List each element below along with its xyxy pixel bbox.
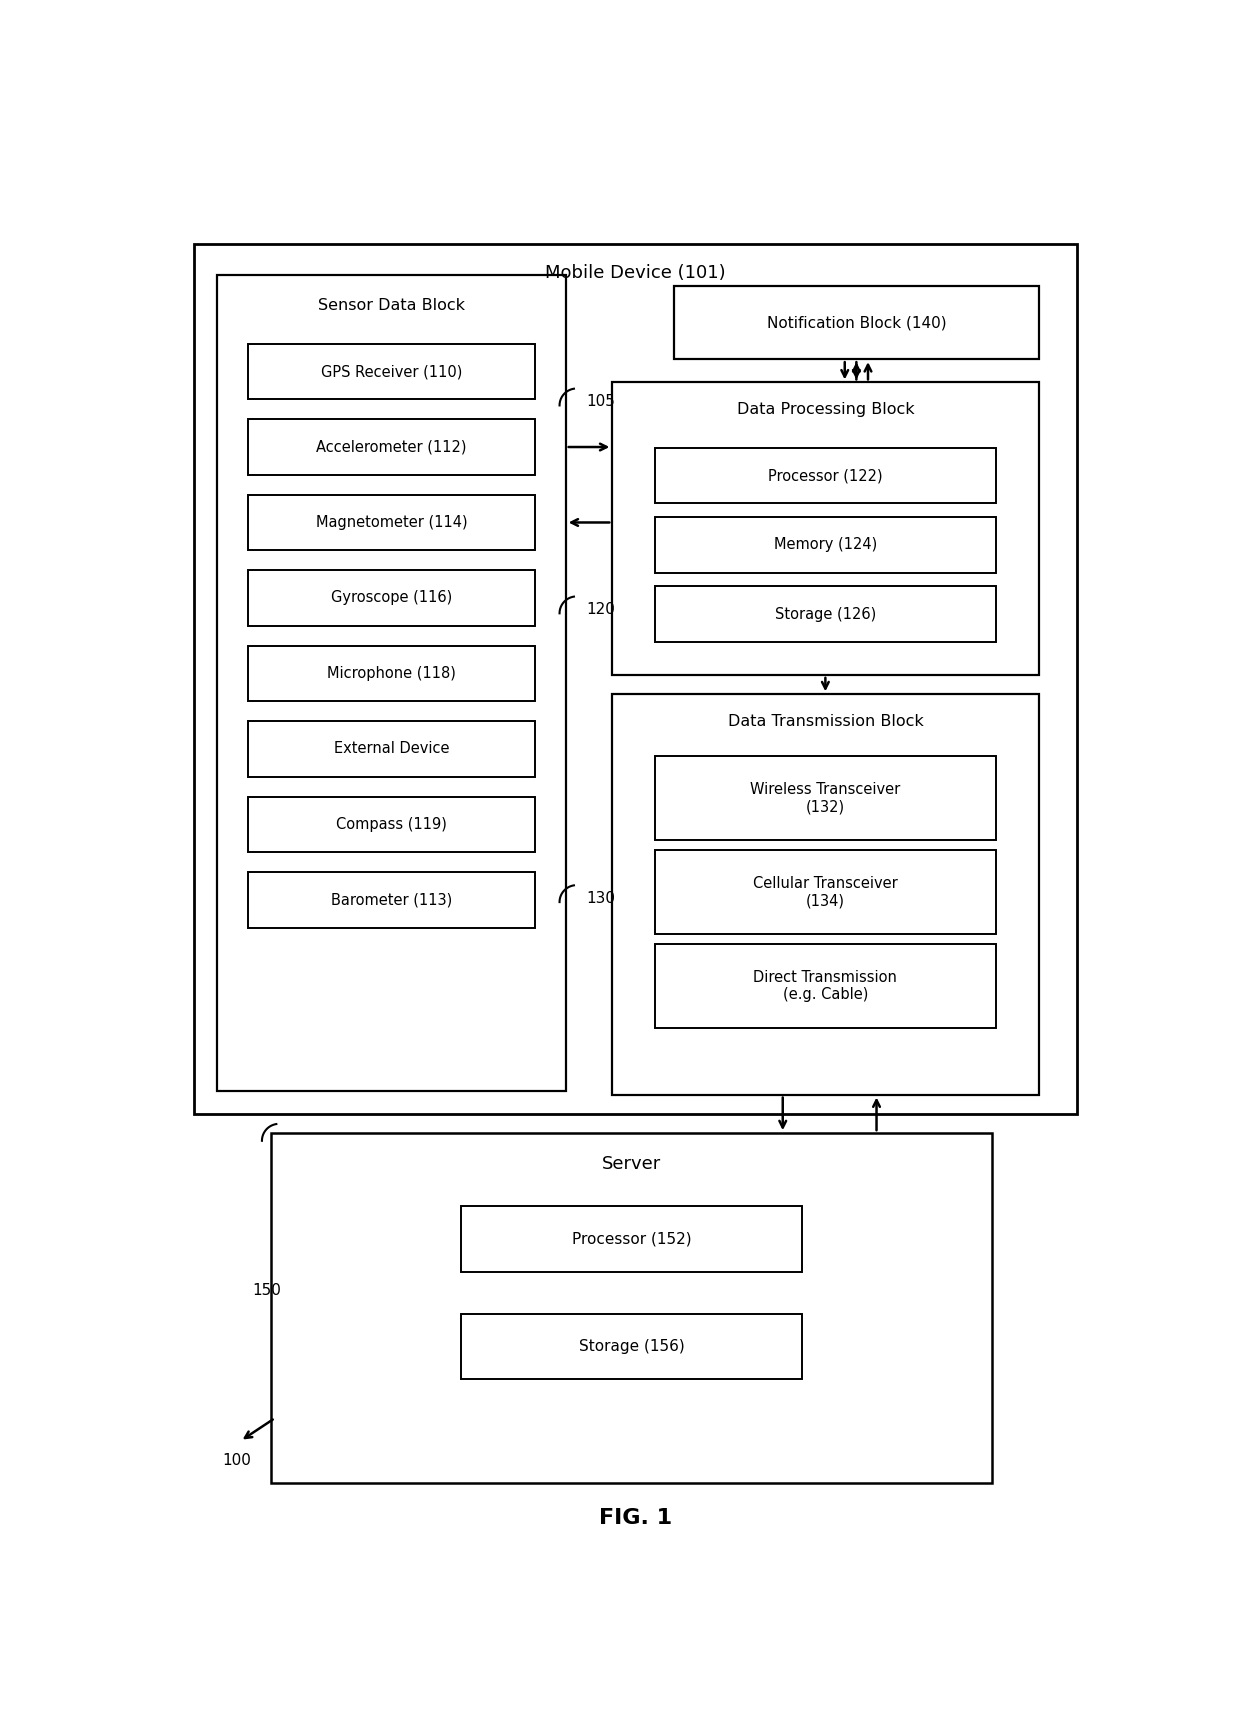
Bar <box>248 871 534 927</box>
Bar <box>655 944 996 1028</box>
Bar <box>248 420 534 474</box>
Text: 150: 150 <box>252 1283 280 1299</box>
Text: Storage (126): Storage (126) <box>775 606 875 621</box>
Text: 120: 120 <box>587 602 615 616</box>
Bar <box>248 797 534 852</box>
Bar <box>248 646 534 701</box>
Text: Data Processing Block: Data Processing Block <box>737 401 914 417</box>
Text: Memory (124): Memory (124) <box>774 538 877 552</box>
Text: Magnetometer (114): Magnetometer (114) <box>315 516 467 529</box>
Bar <box>248 569 534 625</box>
Text: Microphone (118): Microphone (118) <box>327 667 456 681</box>
Text: External Device: External Device <box>334 741 449 757</box>
Text: Processor (152): Processor (152) <box>572 1231 692 1246</box>
Bar <box>248 720 534 776</box>
Text: 100: 100 <box>222 1453 250 1469</box>
Text: Processor (122): Processor (122) <box>768 469 883 483</box>
Text: 130: 130 <box>587 891 616 906</box>
Text: Data Transmission Block: Data Transmission Block <box>728 713 924 729</box>
Bar <box>655 755 996 840</box>
Text: Accelerometer (112): Accelerometer (112) <box>316 439 466 455</box>
Text: Direct Transmission
(e.g. Cable): Direct Transmission (e.g. Cable) <box>754 970 898 1002</box>
Bar <box>461 1314 802 1380</box>
Text: Mobile Device (101): Mobile Device (101) <box>546 264 725 281</box>
Text: Storage (156): Storage (156) <box>579 1338 684 1354</box>
Bar <box>461 1207 802 1272</box>
Bar <box>655 587 996 642</box>
Text: Server: Server <box>601 1154 661 1174</box>
Text: 105: 105 <box>587 394 615 410</box>
Bar <box>248 344 534 399</box>
Bar <box>248 495 534 550</box>
Bar <box>655 517 996 573</box>
Text: Notification Block (140): Notification Block (140) <box>766 316 946 330</box>
Bar <box>613 694 1039 1095</box>
Text: Wireless Transceiver
(132): Wireless Transceiver (132) <box>750 781 900 814</box>
Bar <box>193 243 1078 1115</box>
Text: Compass (119): Compass (119) <box>336 818 446 832</box>
Bar <box>655 448 996 503</box>
Bar <box>272 1134 992 1484</box>
Text: GPS Receiver (110): GPS Receiver (110) <box>321 365 463 378</box>
Text: Cellular Transceiver
(134): Cellular Transceiver (134) <box>753 877 898 908</box>
Bar <box>655 849 996 934</box>
Text: Gyroscope (116): Gyroscope (116) <box>331 590 453 606</box>
Text: Sensor Data Block: Sensor Data Block <box>317 299 465 312</box>
Bar <box>217 274 565 1090</box>
Bar <box>675 286 1039 359</box>
Text: Barometer (113): Barometer (113) <box>331 892 453 908</box>
Bar <box>613 382 1039 675</box>
Text: FIG. 1: FIG. 1 <box>599 1509 672 1528</box>
